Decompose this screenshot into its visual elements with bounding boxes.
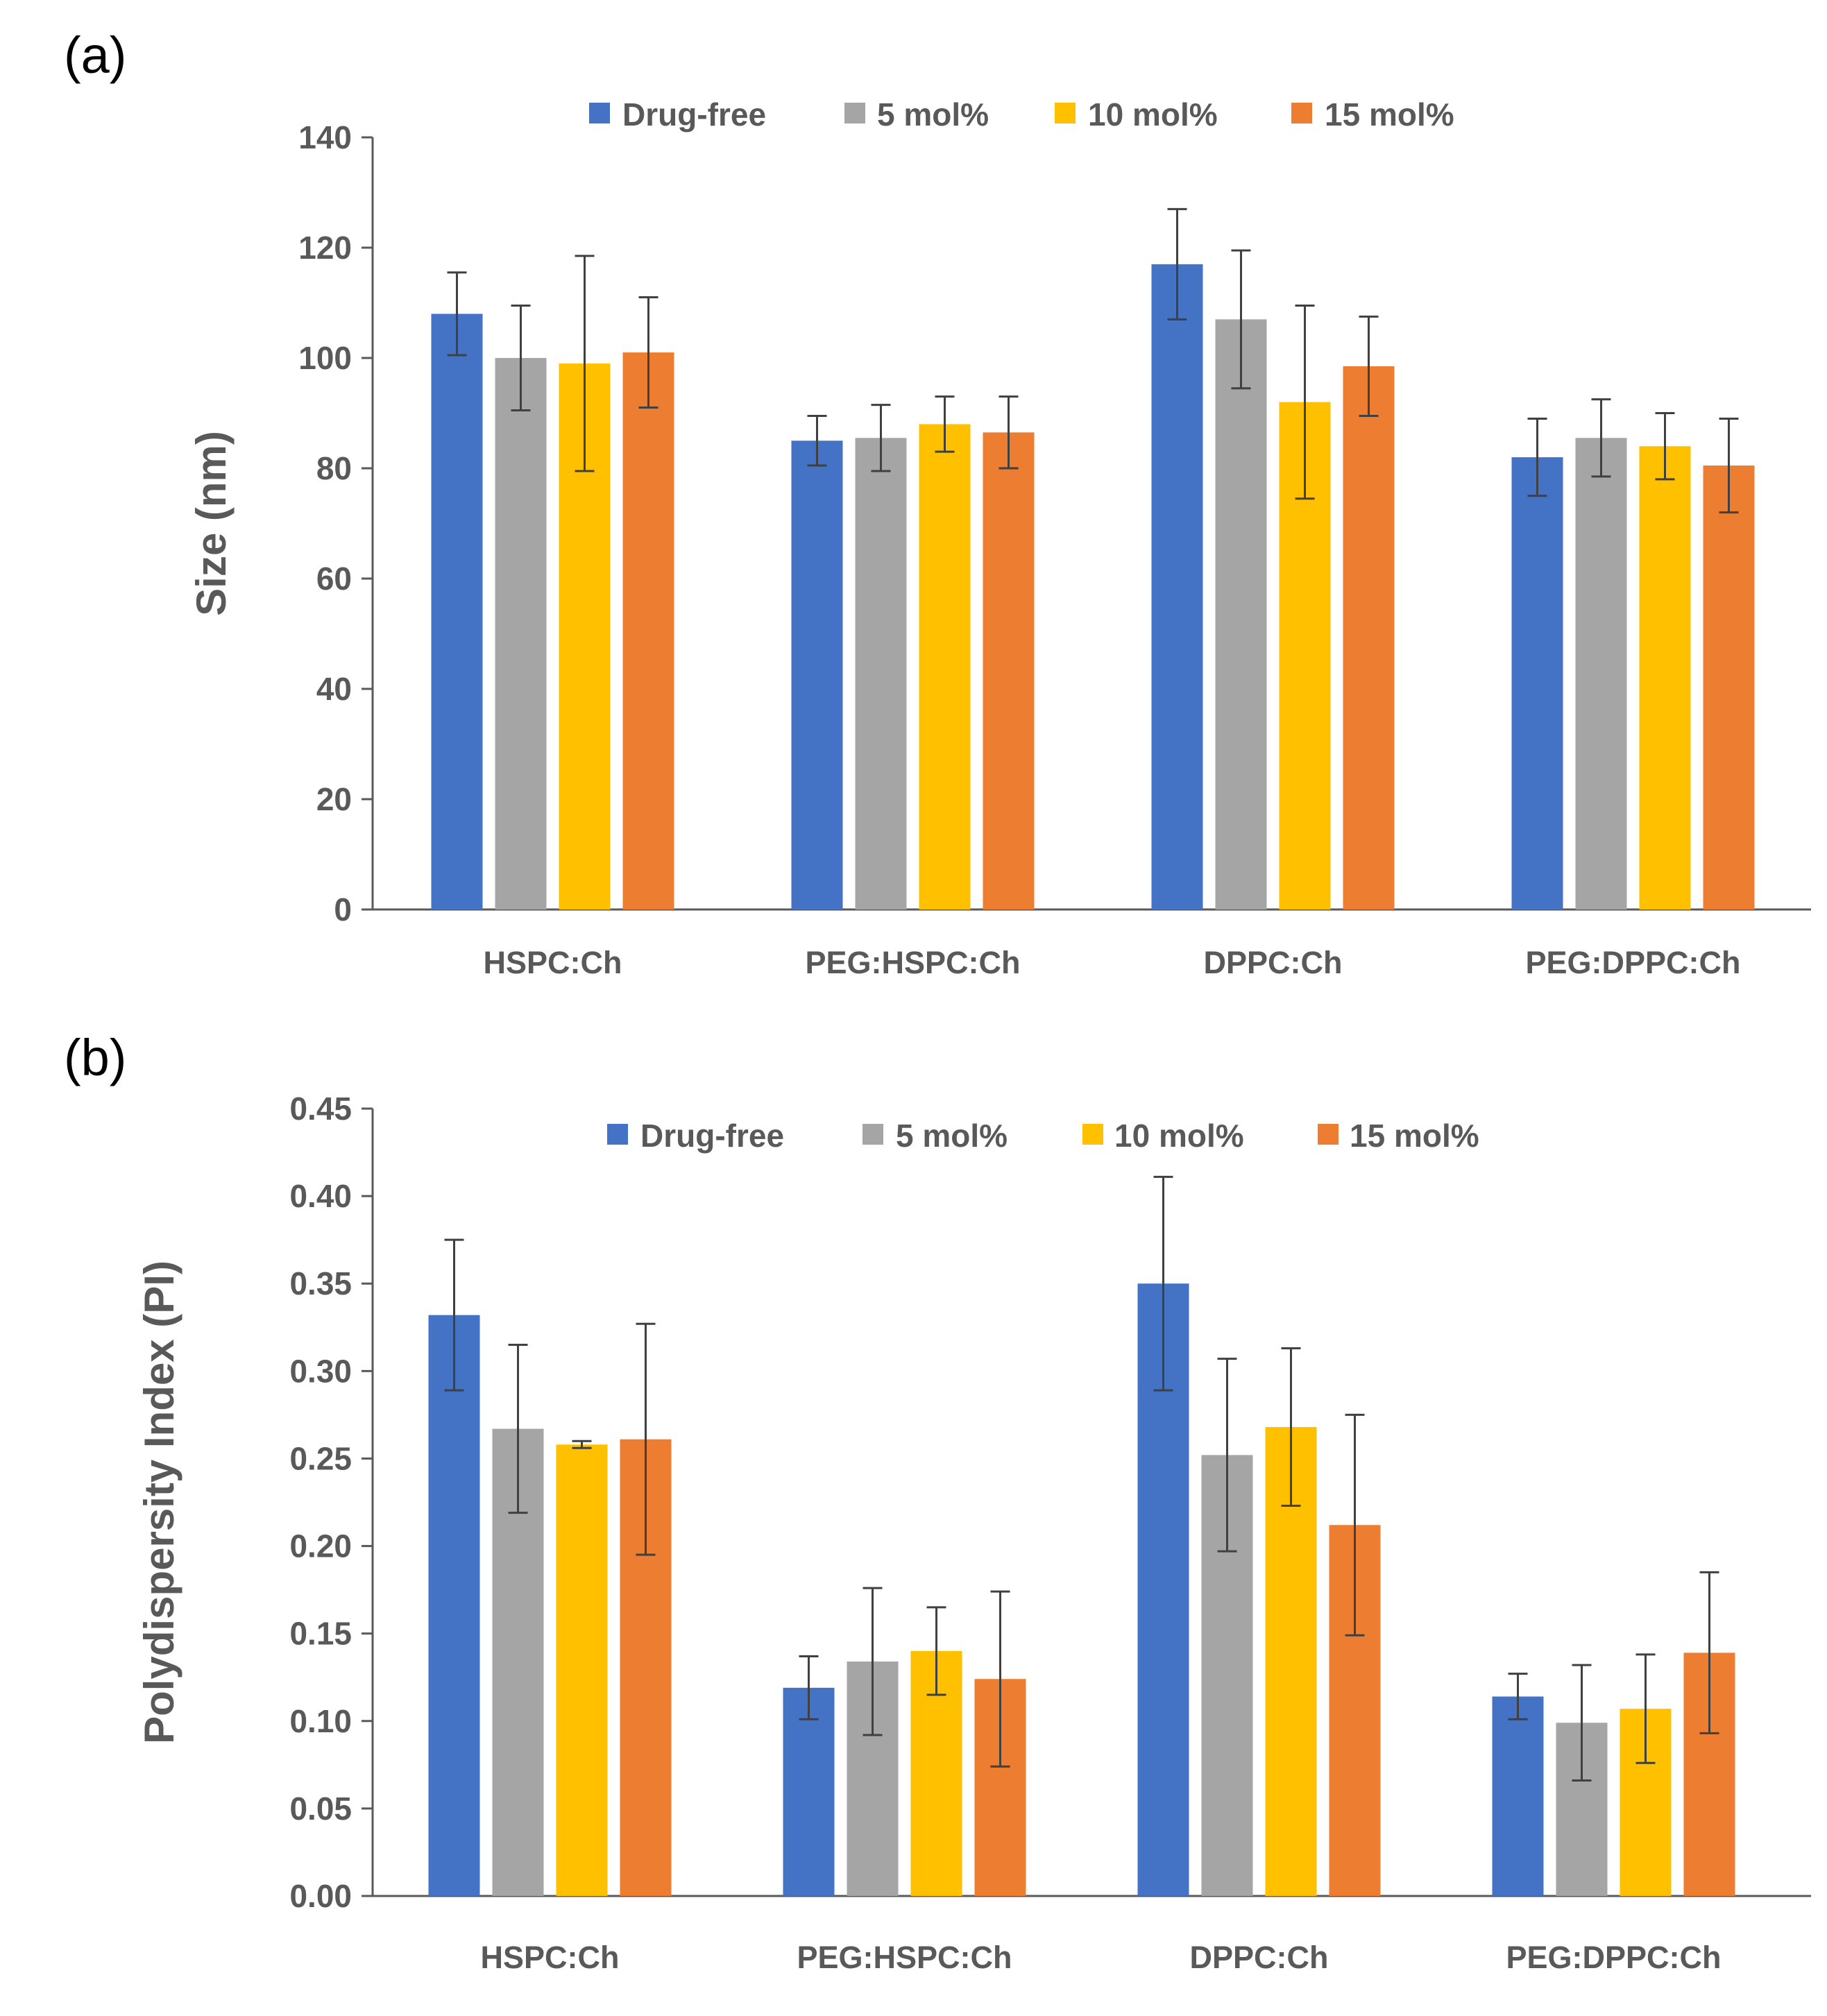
y-tick-label: 120 bbox=[298, 230, 352, 266]
category-label: DPPC:Ch bbox=[1204, 945, 1343, 980]
panel-label: (b) bbox=[64, 1029, 126, 1086]
y-axis-title: Polydispersity Index (PI) bbox=[136, 1261, 182, 1744]
y-tick-label: 80 bbox=[316, 450, 352, 486]
legend-swatch bbox=[844, 103, 865, 123]
category-label: HSPC:Ch bbox=[481, 1940, 620, 1975]
legend-swatch bbox=[1318, 1124, 1339, 1145]
category-label: PEG:HSPC:Ch bbox=[797, 1940, 1012, 1975]
y-tick-label: 20 bbox=[316, 781, 352, 817]
category-label: PEG:DPPC:Ch bbox=[1525, 945, 1740, 980]
y-tick-label: 0.25 bbox=[289, 1440, 352, 1476]
y-tick-label: 0.10 bbox=[289, 1703, 352, 1739]
bar bbox=[1576, 438, 1627, 909]
bar bbox=[1493, 1696, 1544, 1896]
y-tick-label: 0.40 bbox=[289, 1178, 352, 1214]
legend-label: 10 mol% bbox=[1114, 1118, 1244, 1154]
bar bbox=[429, 1315, 480, 1896]
panel-label: (a) bbox=[64, 26, 126, 84]
bar bbox=[1640, 446, 1691, 909]
bar bbox=[556, 1444, 608, 1896]
figure: (a) 0 20 40 60 80 100 120 140 Size (nm) HSPC:Ch PEG… bbox=[0, 0, 1827, 2016]
legend-swatch bbox=[607, 1124, 628, 1145]
legend-label: 15 mol% bbox=[1350, 1118, 1479, 1154]
bar bbox=[1512, 457, 1563, 909]
bar bbox=[495, 358, 547, 909]
y-tick-label: 0.15 bbox=[289, 1616, 352, 1652]
y-tick-label: 40 bbox=[316, 671, 352, 707]
legend-label: Drug-free bbox=[622, 96, 766, 133]
y-axis-title: Size (nm) bbox=[188, 431, 235, 616]
legend-swatch bbox=[862, 1124, 883, 1145]
legend-swatch bbox=[589, 103, 610, 123]
legend-label: Drug-free bbox=[640, 1118, 784, 1154]
category-label: PEG:DPPC:Ch bbox=[1506, 1940, 1721, 1975]
y-tick-label: 0.00 bbox=[289, 1878, 352, 1914]
bar bbox=[1152, 264, 1203, 909]
bar bbox=[983, 432, 1035, 909]
category-label: HSPC:Ch bbox=[484, 945, 622, 980]
bar bbox=[1216, 319, 1267, 909]
bar bbox=[856, 438, 907, 909]
legend-swatch bbox=[1082, 1124, 1103, 1145]
y-tick-label: 0.45 bbox=[289, 1091, 352, 1127]
y-tick-label: 0.35 bbox=[289, 1265, 352, 1301]
bar bbox=[919, 424, 971, 909]
bar bbox=[792, 441, 843, 909]
legend-swatch bbox=[1055, 103, 1076, 123]
category-label: PEG:HSPC:Ch bbox=[805, 945, 1020, 980]
chart-size: (a) 0 20 40 60 80 100 120 140 Size (nm) HSPC:Ch PEG… bbox=[64, 26, 1811, 980]
y-tick-label: 0 bbox=[334, 891, 352, 928]
y-tick-label: 60 bbox=[316, 561, 352, 597]
legend-label: 5 mol% bbox=[877, 96, 989, 133]
legend-label: 10 mol% bbox=[1088, 96, 1218, 133]
category-label: DPPC:Ch bbox=[1190, 1940, 1329, 1975]
bar bbox=[1343, 366, 1395, 909]
legend-label: 5 mol% bbox=[896, 1118, 1008, 1154]
legend-swatch bbox=[1291, 103, 1312, 123]
bar bbox=[623, 352, 674, 909]
y-tick-label: 140 bbox=[298, 119, 352, 155]
bar bbox=[432, 314, 483, 909]
bar bbox=[1703, 465, 1755, 909]
y-tick-label: 0.05 bbox=[289, 1791, 352, 1827]
y-tick-label: 100 bbox=[298, 340, 352, 376]
legend-label: 15 mol% bbox=[1325, 96, 1454, 133]
y-tick-label: 0.20 bbox=[289, 1528, 352, 1564]
y-tick-label: 0.30 bbox=[289, 1353, 352, 1389]
chart-polydispersity: (b) 0.00 0.05 0.10 0.15 0.20 0.25 0.30 0.35 0.40 0… bbox=[64, 1029, 1811, 1975]
